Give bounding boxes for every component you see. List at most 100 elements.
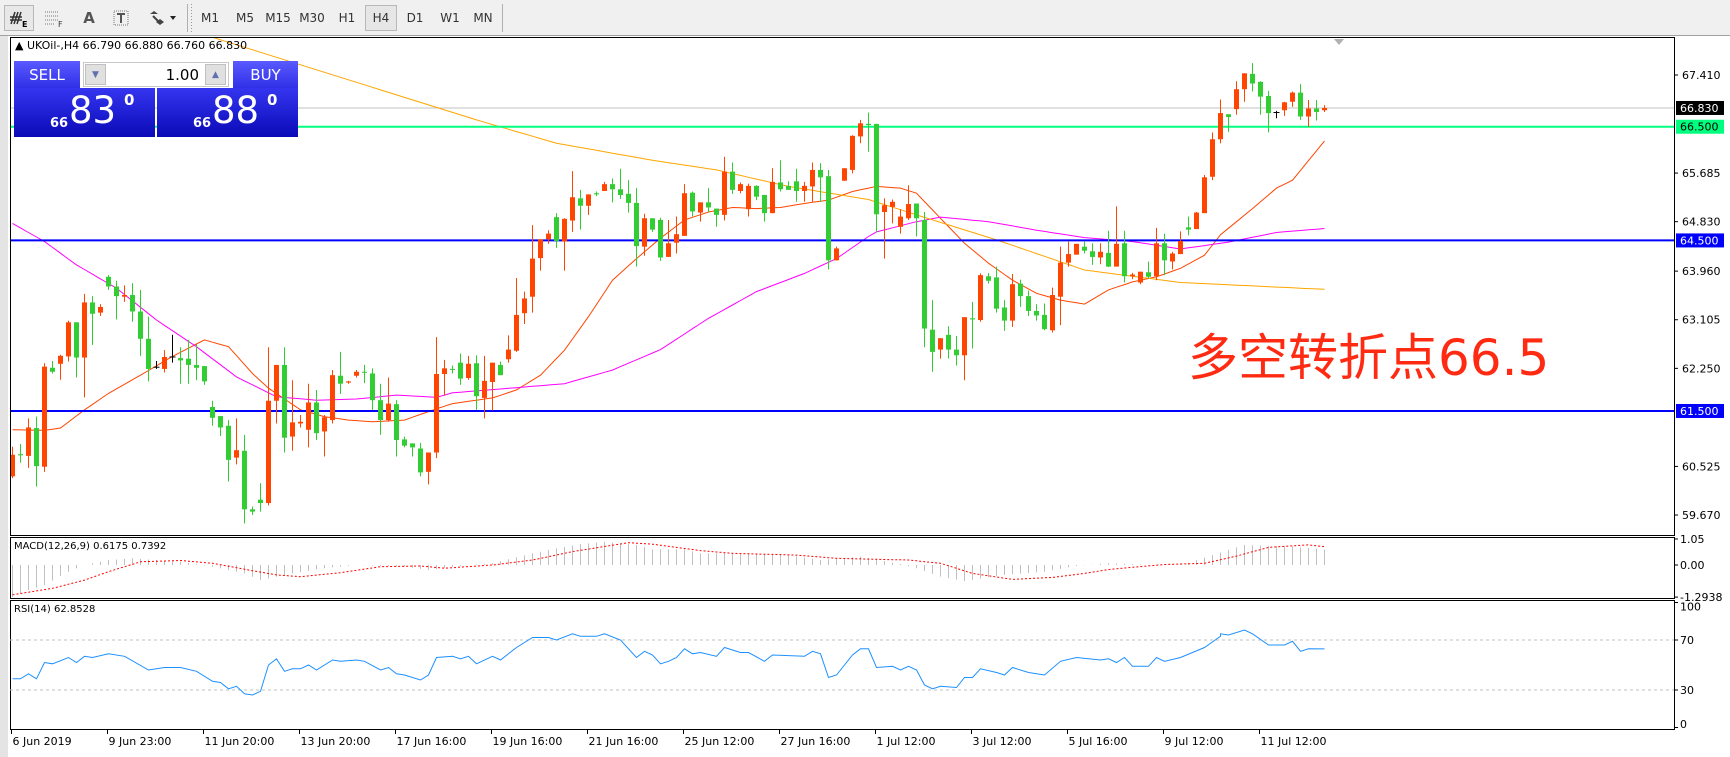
lot-decrease-button[interactable]: ▼: [85, 64, 106, 85]
candle: [1026, 290, 1031, 317]
candle-body: [26, 427, 31, 456]
timeframe-m5-button[interactable]: M5: [236, 11, 254, 25]
candle-body: [1226, 114, 1231, 118]
candle-body: [1130, 274, 1135, 277]
text-icon[interactable]: A: [83, 9, 95, 27]
candle: [218, 416, 223, 436]
grid-icon[interactable]: F: [42, 5, 66, 31]
toolbar: E F A M1 M5 M15 M30 H1 H4 D1 W1 MN: [0, 0, 1730, 36]
expert-chart-icon[interactable]: E: [4, 5, 34, 31]
candle-body: [738, 184, 743, 191]
candle-body: [666, 243, 671, 257]
candle-body: [570, 197, 575, 221]
candle: [466, 355, 471, 380]
timeframe-h1-button[interactable]: H1: [338, 11, 356, 25]
candle-body: [18, 454, 23, 456]
candle: [322, 414, 327, 457]
candle: [1066, 241, 1071, 267]
candle: [930, 300, 935, 372]
candle: [514, 277, 519, 352]
candle: [114, 280, 119, 320]
candle: [482, 355, 487, 419]
candle: [338, 351, 343, 394]
candle-body: [282, 364, 287, 438]
candle-body: [370, 373, 375, 401]
timeframe-m1-button[interactable]: M1: [201, 11, 219, 25]
timeframe-m30-button[interactable]: M30: [299, 11, 325, 25]
candle: [538, 239, 543, 271]
candle-body: [114, 286, 119, 297]
candle: [738, 182, 743, 194]
timeframe-m15-button[interactable]: M15: [265, 11, 291, 25]
date-tick-label: 5 Jul 16:00: [1069, 735, 1128, 748]
buy-price-point: 0: [267, 91, 278, 109]
candle-body: [474, 363, 479, 397]
candle-body: [1242, 73, 1247, 90]
candle-body: [994, 277, 999, 309]
price-tick-label: 65.685: [1682, 167, 1721, 180]
candle: [1242, 73, 1247, 102]
candle-body: [178, 358, 183, 361]
candle-body: [554, 217, 559, 242]
candle-body: [522, 298, 527, 314]
candle-body: [1106, 252, 1111, 267]
candle-body: [1258, 81, 1263, 97]
main-plot: [11, 38, 1674, 524]
candle-body: [1066, 254, 1071, 263]
candle: [258, 483, 263, 512]
arrows-icon[interactable]: [145, 5, 179, 31]
date-tick-label: 11 Jun 20:00: [205, 735, 275, 748]
candle: [1314, 100, 1319, 121]
candle: [1146, 261, 1151, 279]
candle-body: [642, 218, 647, 247]
candle: [34, 416, 39, 487]
rsi-label: RSI(14) 62.8528: [14, 604, 95, 615]
lot-size-input[interactable]: [107, 64, 203, 85]
candle: [1290, 91, 1295, 107]
candle-body: [410, 443, 415, 448]
chart-annotation-text[interactable]: 多空转折点66.5: [1188, 329, 1550, 387]
macd-pane: [10, 537, 1675, 599]
sell-button[interactable]: SELL: [14, 61, 80, 88]
candle: [178, 347, 183, 384]
candle-body: [1098, 251, 1103, 258]
candle: [610, 178, 615, 203]
candle-body: [274, 364, 279, 401]
candle-body: [1122, 243, 1127, 277]
candle: [210, 400, 215, 426]
candle: [570, 171, 575, 232]
timeframe-d1-button[interactable]: D1: [406, 11, 424, 25]
candle-body: [250, 509, 255, 512]
timeframe-mn-button[interactable]: MN: [473, 11, 493, 25]
date-tick-label: 9 Jun 23:00: [109, 735, 172, 748]
candle-body: [202, 366, 207, 382]
toolbar-grip[interactable]: [191, 4, 192, 32]
candle: [298, 414, 303, 428]
candle-body: [186, 358, 191, 365]
candle: [546, 230, 551, 244]
current-price-label-bg: [1676, 100, 1724, 115]
candle-body: [226, 425, 231, 460]
buy-price-button[interactable]: 66 88 0: [157, 88, 298, 137]
candle-body: [466, 363, 471, 379]
lot-increase-button[interactable]: ▲: [205, 64, 226, 85]
timeframe-h4-button[interactable]: H4: [365, 5, 397, 31]
candle: [1202, 175, 1207, 214]
candle-body: [362, 371, 367, 373]
price-chart[interactable]: ▲ UKOil-,H4 66.790 66.880 66.760 66.830 6…: [0, 36, 1730, 757]
candle: [1273, 110, 1280, 119]
buy-button[interactable]: BUY: [233, 61, 298, 88]
text-label-icon[interactable]: [110, 5, 132, 31]
candle: [698, 202, 703, 222]
candle-body: [634, 202, 639, 247]
candle: [306, 383, 311, 448]
sell-price-button[interactable]: 66 83 0: [14, 88, 155, 137]
candle: [786, 181, 791, 190]
timeframe-w1-button[interactable]: W1: [440, 11, 460, 25]
candle-body: [50, 367, 55, 372]
candle-body: [914, 203, 919, 219]
candle: [946, 326, 951, 359]
candle-body: [434, 374, 439, 453]
candle: [1018, 279, 1023, 307]
candle: [1114, 206, 1119, 267]
